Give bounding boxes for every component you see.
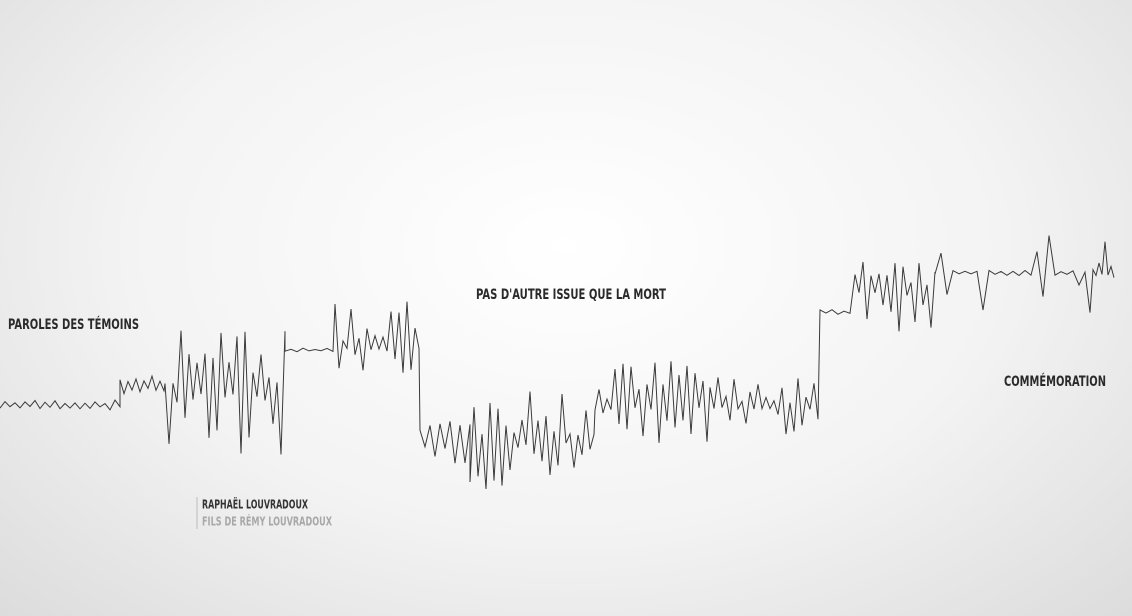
section-label[interactable]: PAS D'AUTRE ISSUE QUE LA MORT: [476, 287, 666, 303]
section-label[interactable]: COMMÉMORATION: [1004, 373, 1106, 390]
section-label[interactable]: PAROLES DES TÉMOINS: [8, 316, 139, 333]
witness-name[interactable]: RAPHAËL LOUVRADOUX: [202, 497, 308, 512]
witness-role: FILS DE RÉMY LOUVRADOUX: [202, 514, 332, 529]
waveform: [0, 235, 1115, 490]
